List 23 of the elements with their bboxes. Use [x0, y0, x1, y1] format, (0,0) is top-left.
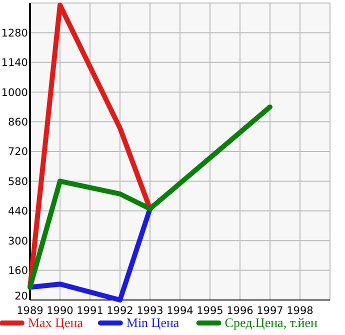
x-tick-label: 1993: [136, 305, 164, 317]
y-tick-label: 1140: [1, 57, 28, 70]
y-tick-label: 1280: [1, 27, 28, 40]
legend-label: Min Цена: [126, 315, 180, 330]
y-tick-label: 720: [8, 146, 28, 158]
y-tick-label: 160: [8, 264, 28, 277]
x-tick-label: 1989: [16, 305, 44, 317]
y-tick-label: 1000: [1, 86, 28, 99]
legend-label: Сред.Цена, т.йен: [224, 315, 318, 330]
x-tick-label: 1990: [46, 305, 74, 317]
legend-label: Max Цена: [28, 315, 84, 330]
y-tick-label: 860: [8, 116, 28, 128]
y-tick-label: 440: [8, 206, 28, 218]
x-tick-label: 1998: [286, 305, 314, 317]
y-tick-label: 580: [8, 176, 28, 188]
x-tick-label: 1997: [256, 305, 284, 317]
y-tick-label: 300: [8, 235, 28, 248]
x-tick-label: 1991: [76, 305, 104, 317]
x-tick-label: 1996: [226, 305, 254, 317]
x-tick-label: 1994: [166, 305, 194, 317]
x-tick-label: 1992: [106, 305, 134, 317]
x-tick-label: 1995: [196, 305, 224, 317]
y-tick-label: 20: [14, 290, 28, 302]
